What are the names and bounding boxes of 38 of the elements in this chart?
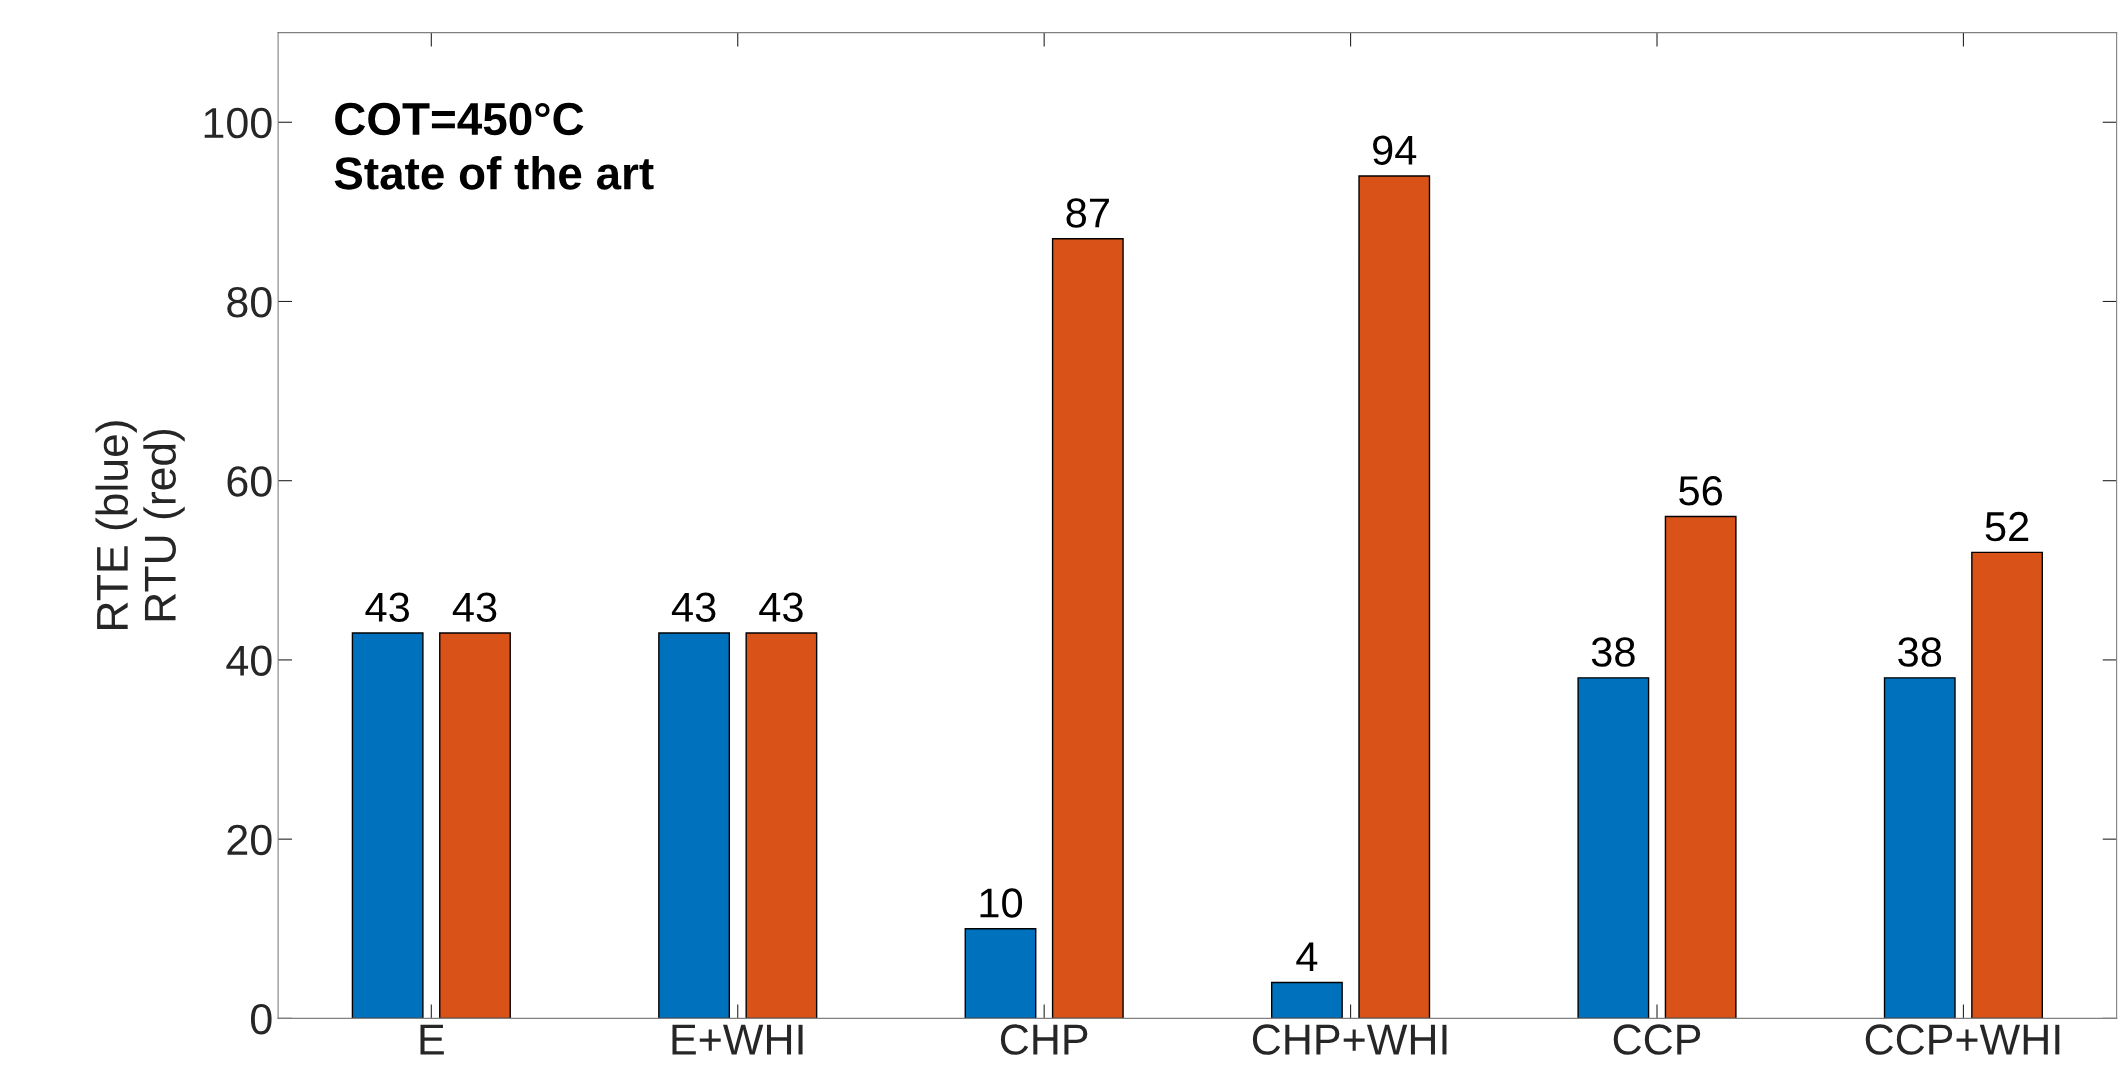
bar: [351, 632, 424, 1019]
bar: [1358, 175, 1431, 1019]
y-tick-label: 60: [227, 466, 272, 497]
bar: [658, 632, 731, 1019]
bar: [745, 632, 818, 1019]
bar: [1051, 238, 1124, 1019]
x-tick-label: CCP+WHI: [1865, 1024, 2060, 1055]
x-tick-label: E: [420, 1024, 444, 1055]
y-tick-label: 40: [226, 645, 272, 676]
x-tick-label: CHP: [1000, 1024, 1088, 1055]
bar: [1664, 515, 1737, 1019]
data-label: 38: [1898, 637, 1942, 667]
data-label: 52: [1985, 511, 2029, 542]
x-tick-label: E+WHI: [672, 1024, 803, 1055]
annotation: COT=450°C State of the art: [334, 102, 654, 190]
data-label: 38: [1591, 637, 1635, 667]
x-tick-label: CHP+WHI: [1252, 1024, 1447, 1055]
bar: [1883, 677, 1956, 1019]
bar: [964, 928, 1037, 1019]
data-label: 43: [365, 592, 409, 623]
data-label: 94: [1373, 135, 1417, 166]
bar: [1971, 551, 2044, 1019]
y-tick-label: 100: [204, 107, 272, 139]
bar: [439, 632, 511, 1019]
data-label: 43: [671, 592, 716, 623]
x-tick-label: CCP: [1613, 1024, 1701, 1055]
data-label: 10: [980, 888, 1023, 918]
y-tick-label: 0: [250, 1003, 272, 1035]
data-label: 43: [759, 592, 803, 623]
data-label: 87: [1066, 198, 1109, 228]
data-label: 43: [452, 592, 497, 623]
y-tick-label: 20: [227, 824, 272, 856]
data-label: 56: [1679, 476, 1723, 506]
data-label: 4: [1296, 942, 1318, 972]
bar: [1577, 677, 1650, 1019]
y-tick-label: 80: [227, 287, 272, 318]
bar: [1270, 981, 1343, 1019]
y-axis-title: RTE (blue) RTU (red): [95, 421, 185, 629]
